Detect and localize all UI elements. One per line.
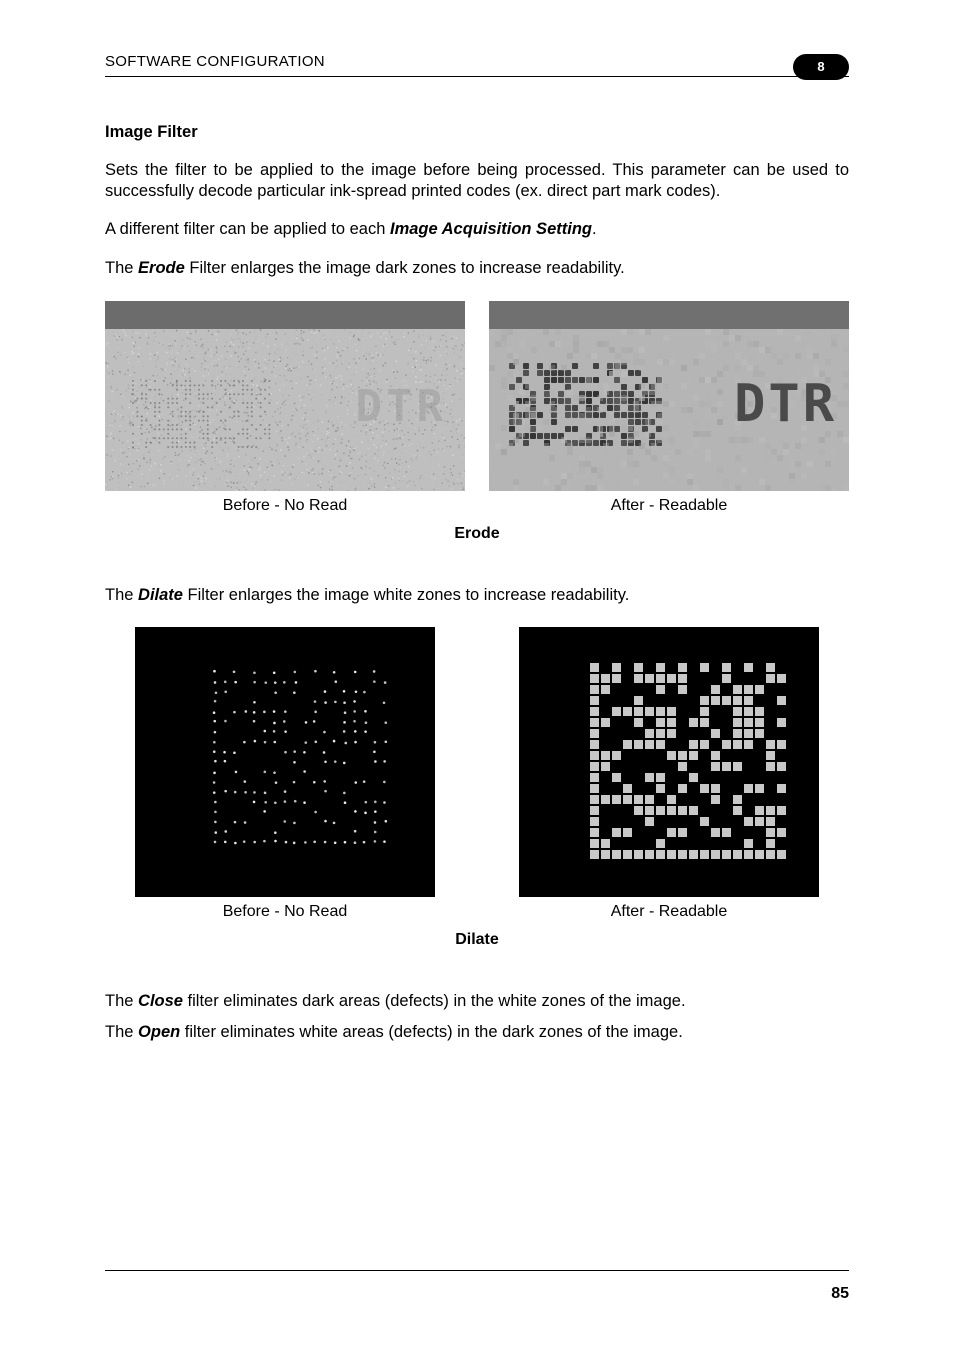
dilate-figures: Before - No Read After - Readable — [105, 627, 849, 921]
dilate-before-caption: Before - No Read — [223, 903, 348, 921]
header-title: SOFTWARE CONFIGURATION — [105, 53, 325, 70]
chapter-number: 8 — [793, 54, 849, 80]
svg-text:DTR: DTR — [356, 381, 447, 432]
paragraph-dilate: The Dilate Filter enlarges the image whi… — [105, 585, 849, 606]
page-number: 85 — [831, 1285, 849, 1303]
dilate-after: After - Readable — [489, 627, 849, 921]
chapter-badge: 8 — [793, 54, 849, 80]
paragraph-iasetting: A different filter can be applied to eac… — [105, 219, 849, 240]
dilate-before-image — [135, 627, 435, 897]
dilate-label: Dilate — [105, 931, 849, 949]
erode-before-caption: Before - No Read — [223, 497, 348, 515]
paragraph-intro: Sets the filter to be applied to the ima… — [105, 160, 849, 201]
page-footer: 85 — [105, 1270, 849, 1303]
erode-label: Erode — [105, 525, 849, 543]
erode-after-image: DTR — [489, 301, 849, 491]
dilate-before: Before - No Read — [105, 627, 465, 921]
section-title: Image Filter — [105, 123, 849, 142]
erode-after-caption: After - Readable — [611, 497, 728, 515]
erode-after: DTR After - Readable — [489, 301, 849, 515]
paragraph-close: The Close filter eliminates dark areas (… — [105, 991, 849, 1012]
paragraph-erode: The Erode Filter enlarges the image dark… — [105, 258, 849, 279]
dilate-after-image — [519, 627, 819, 897]
svg-text:DTR: DTR — [734, 374, 837, 434]
dilate-after-caption: After - Readable — [611, 903, 728, 921]
paragraph-open: The Open filter eliminates white areas (… — [105, 1022, 849, 1043]
erode-before-image: DTR — [105, 301, 465, 491]
erode-before: DTR Before - No Read — [105, 301, 465, 515]
erode-figures: DTR Before - No Read DTR After - Readabl… — [105, 301, 849, 515]
